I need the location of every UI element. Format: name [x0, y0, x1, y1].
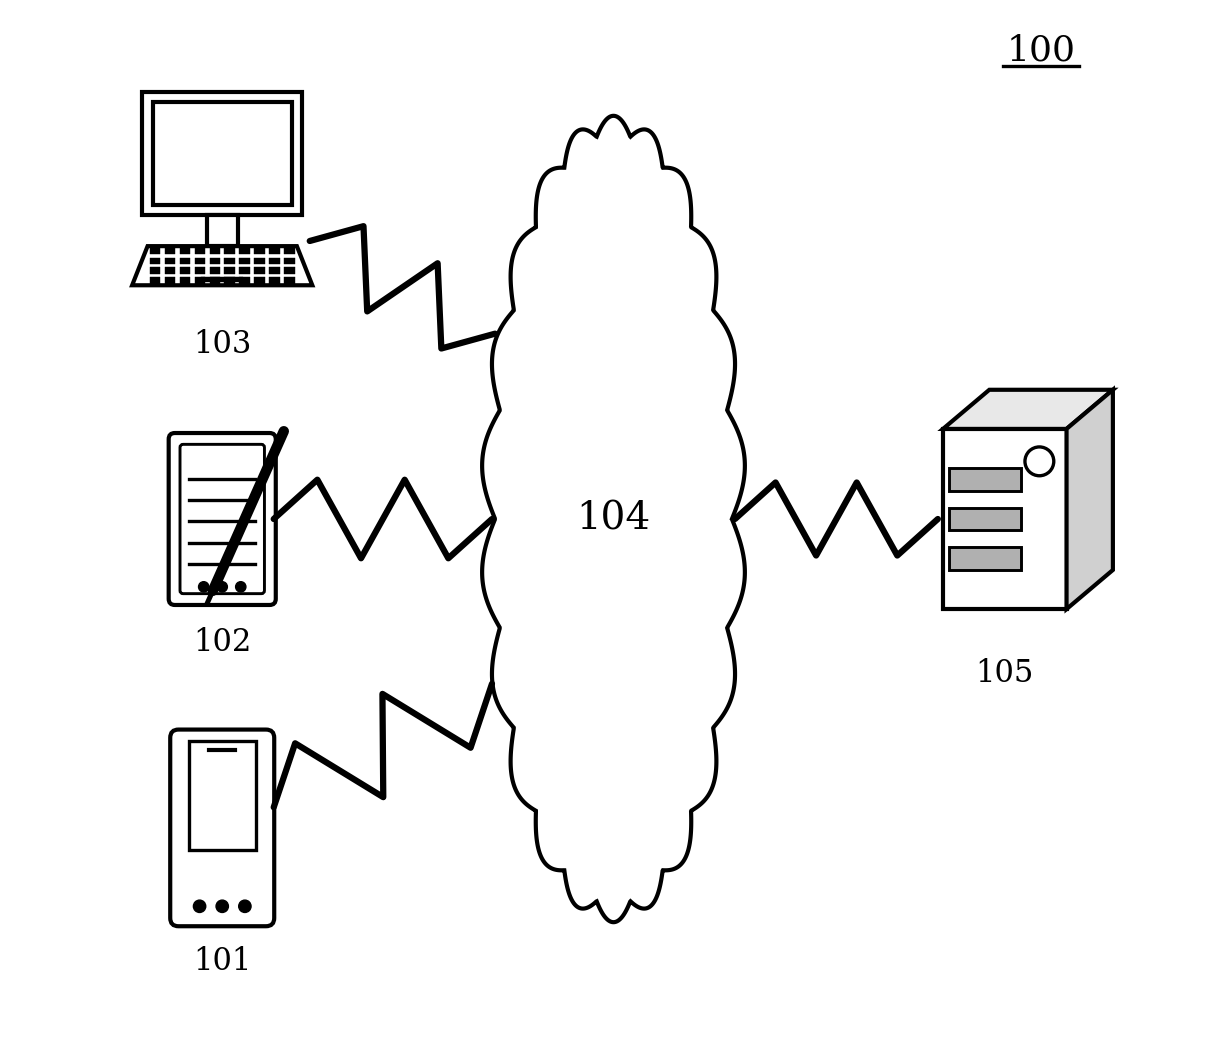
Bar	[164, 277, 175, 283]
Bar	[239, 277, 250, 283]
Bar	[225, 257, 234, 264]
Bar	[195, 277, 205, 283]
Bar	[269, 248, 280, 254]
Bar	[254, 277, 265, 283]
Bar	[195, 268, 205, 274]
Bar	[207, 215, 238, 246]
Bar	[150, 248, 161, 254]
Bar	[239, 248, 250, 254]
Bar	[152, 102, 292, 204]
Bar	[285, 277, 294, 283]
Text: 104: 104	[577, 500, 650, 538]
Bar	[189, 741, 255, 849]
Bar	[150, 257, 161, 264]
Circle shape	[1025, 447, 1054, 475]
Circle shape	[199, 581, 209, 592]
Bar	[944, 429, 1066, 609]
Text: 102: 102	[193, 627, 252, 658]
Bar	[254, 257, 265, 264]
Polygon shape	[944, 390, 1113, 429]
Text: 101: 101	[193, 947, 252, 978]
Bar	[195, 257, 205, 264]
Polygon shape	[133, 246, 313, 285]
Bar	[179, 257, 190, 264]
Bar	[210, 257, 220, 264]
Bar	[210, 268, 220, 274]
Bar	[285, 257, 294, 264]
Bar	[254, 248, 265, 254]
Bar	[201, 277, 243, 282]
Bar	[269, 277, 280, 283]
Bar	[950, 508, 1021, 530]
Bar	[285, 248, 294, 254]
Bar	[285, 268, 294, 274]
Bar	[239, 257, 250, 264]
Circle shape	[216, 900, 228, 912]
Bar	[210, 277, 220, 283]
Bar	[142, 91, 302, 215]
Bar	[150, 277, 161, 283]
Bar	[150, 268, 161, 274]
Circle shape	[194, 900, 206, 912]
Bar	[950, 547, 1021, 570]
Bar	[225, 268, 234, 274]
Bar	[269, 268, 280, 274]
Bar	[179, 248, 190, 254]
Bar	[210, 248, 220, 254]
Bar	[239, 268, 250, 274]
Text: 103: 103	[193, 328, 252, 359]
Bar	[195, 248, 205, 254]
FancyBboxPatch shape	[168, 433, 276, 605]
Text: 100: 100	[1006, 33, 1075, 67]
Bar	[269, 257, 280, 264]
Bar	[164, 268, 175, 274]
Bar	[225, 277, 234, 283]
Bar	[164, 248, 175, 254]
Bar	[254, 268, 265, 274]
Polygon shape	[1066, 390, 1113, 609]
Polygon shape	[482, 116, 745, 922]
Bar	[164, 257, 175, 264]
Bar	[179, 277, 190, 283]
Text: 105: 105	[975, 658, 1034, 689]
Bar	[950, 468, 1021, 491]
Circle shape	[239, 900, 252, 912]
Circle shape	[217, 581, 227, 592]
Circle shape	[236, 581, 245, 592]
Bar	[179, 268, 190, 274]
FancyBboxPatch shape	[171, 730, 274, 926]
FancyBboxPatch shape	[180, 444, 265, 594]
Bar	[225, 248, 234, 254]
